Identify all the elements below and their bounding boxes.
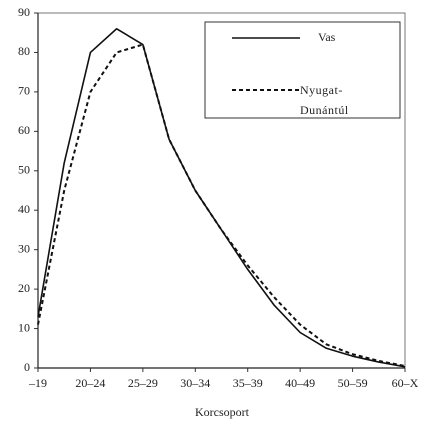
y-tick-label: 30 xyxy=(18,241,30,255)
y-tick-label: 0 xyxy=(24,360,30,374)
y-tick-label: 20 xyxy=(18,281,30,295)
y-tick-label: 70 xyxy=(18,84,30,98)
x-tick-label: 20–24 xyxy=(75,376,105,390)
x-tick-label: 40–49 xyxy=(285,376,315,390)
y-tick-label: 10 xyxy=(18,320,30,334)
x-tick-label: 35–39 xyxy=(233,376,263,390)
y-tick-label: 80 xyxy=(18,44,30,58)
legend-label: Nyugat-Dunántúl xyxy=(300,83,349,117)
y-tick-label: 40 xyxy=(18,202,30,216)
y-tick-label: 90 xyxy=(18,5,30,19)
y-tick-label: 50 xyxy=(18,163,30,177)
x-axis-label: Korcsoport xyxy=(195,405,250,419)
x-tick-label: 25–29 xyxy=(128,376,158,390)
y-tick-label: 60 xyxy=(18,123,30,137)
legend-label: Vas xyxy=(318,30,336,44)
series-line xyxy=(37,43,406,368)
x-tick-label: 60–X xyxy=(392,376,419,390)
x-tick-label: –19 xyxy=(28,376,47,390)
x-tick-label: 30–34 xyxy=(180,376,210,390)
x-tick-label: 50–59 xyxy=(338,376,368,390)
series-line xyxy=(37,27,406,368)
